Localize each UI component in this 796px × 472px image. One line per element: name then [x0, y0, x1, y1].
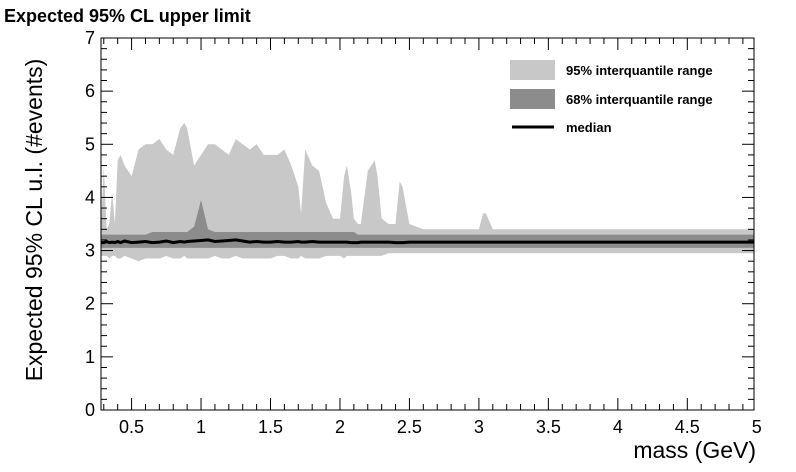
- band-95: [101, 123, 754, 262]
- legend-label: 68% interquantile range: [566, 92, 713, 107]
- y-tick-label: 7: [85, 28, 95, 48]
- x-tick-label: 3: [474, 417, 484, 437]
- y-tick-label: 5: [85, 134, 95, 154]
- legend-label: median: [566, 120, 612, 135]
- x-tick-label: 5: [752, 417, 762, 437]
- plot-frame: [100, 37, 755, 411]
- x-tick-label: 3.5: [536, 417, 561, 437]
- y-axis-ticks: 0 1 2 3 4 5 6 7: [85, 28, 754, 420]
- y-tick-label: 2: [85, 294, 95, 314]
- plot-area: [100, 37, 755, 411]
- x-tick-label: 2: [335, 417, 345, 437]
- median-line: [101, 238, 754, 245]
- legend-swatch: [510, 60, 555, 80]
- legend-swatch: [510, 89, 555, 109]
- legend-label: 95% interquantile range: [566, 63, 713, 78]
- y-axis-title: Expected 95% CL u.l. (#events): [21, 59, 47, 382]
- x-tick-label: 0.5: [119, 417, 144, 437]
- y-tick-label: 1: [85, 347, 95, 367]
- legend: 95% interquantile range 68% interquantile…: [510, 60, 713, 135]
- chart-title: Expected 95% CL upper limit: [4, 6, 251, 26]
- y-tick-label: 4: [85, 187, 95, 207]
- y-tick-label: 3: [85, 241, 95, 261]
- x-axis-title: mass (GeV): [633, 437, 756, 463]
- band-68: [101, 200, 754, 248]
- y-tick-label: 6: [85, 81, 95, 101]
- x-tick-label: 2.5: [397, 417, 422, 437]
- y-tick-label: 0: [85, 400, 95, 420]
- x-axis-ticks: 0.5 1 1.5 2 2.5 3 3.5 4 4.5 5: [103, 38, 762, 437]
- x-tick-label: 1: [196, 417, 206, 437]
- x-tick-label: 1.5: [258, 417, 283, 437]
- x-tick-label: 4.5: [675, 417, 700, 437]
- x-tick-label: 4: [613, 417, 623, 437]
